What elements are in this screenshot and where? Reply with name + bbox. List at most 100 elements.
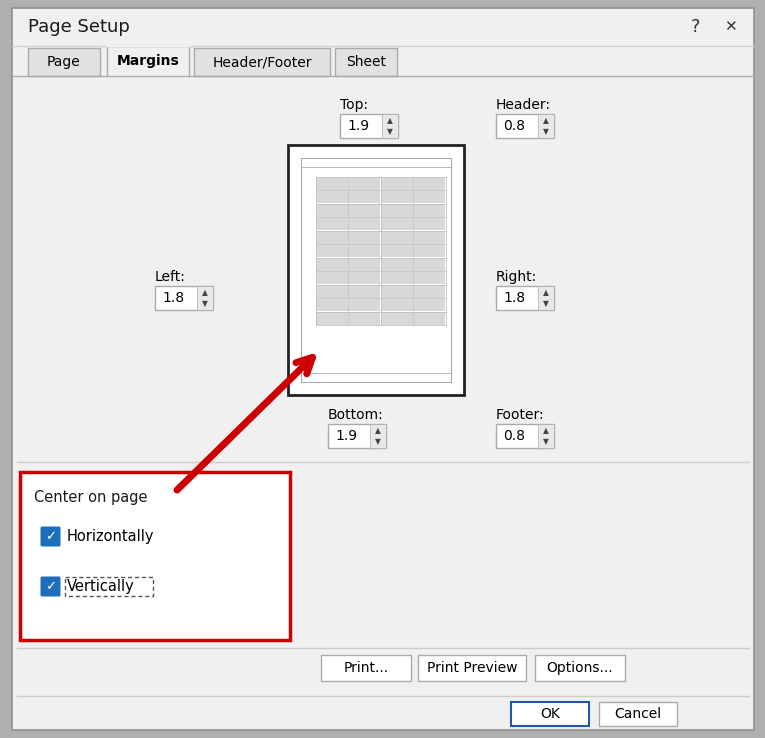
FancyBboxPatch shape	[41, 526, 60, 547]
Text: 0.8: 0.8	[503, 119, 525, 133]
FancyBboxPatch shape	[496, 114, 554, 138]
FancyBboxPatch shape	[382, 258, 413, 271]
FancyBboxPatch shape	[349, 299, 380, 311]
Text: Header/Footer: Header/Footer	[212, 55, 312, 69]
FancyBboxPatch shape	[107, 46, 189, 76]
Text: Print Preview: Print Preview	[427, 661, 517, 675]
FancyBboxPatch shape	[349, 258, 380, 271]
Text: Vertically: Vertically	[67, 579, 135, 594]
FancyBboxPatch shape	[414, 204, 445, 217]
Text: ▲: ▲	[543, 289, 549, 297]
FancyBboxPatch shape	[382, 218, 413, 230]
FancyBboxPatch shape	[538, 424, 554, 448]
FancyBboxPatch shape	[382, 272, 413, 284]
FancyBboxPatch shape	[382, 285, 413, 297]
FancyBboxPatch shape	[317, 258, 348, 271]
FancyBboxPatch shape	[155, 286, 213, 310]
Text: ✓: ✓	[45, 530, 56, 543]
FancyBboxPatch shape	[599, 702, 677, 726]
Text: Margins: Margins	[116, 54, 179, 68]
FancyBboxPatch shape	[317, 245, 348, 258]
FancyBboxPatch shape	[335, 48, 397, 76]
FancyBboxPatch shape	[317, 299, 348, 311]
FancyBboxPatch shape	[414, 312, 445, 325]
Text: ▲: ▲	[543, 116, 549, 125]
FancyBboxPatch shape	[414, 272, 445, 284]
Text: ▲: ▲	[387, 116, 393, 125]
FancyBboxPatch shape	[349, 178, 380, 190]
Text: Page: Page	[47, 55, 81, 69]
Text: OK: OK	[540, 707, 560, 721]
FancyBboxPatch shape	[414, 191, 445, 204]
FancyBboxPatch shape	[382, 245, 413, 258]
FancyBboxPatch shape	[370, 424, 386, 448]
FancyBboxPatch shape	[349, 204, 380, 217]
FancyBboxPatch shape	[414, 285, 445, 297]
FancyBboxPatch shape	[349, 231, 380, 244]
FancyBboxPatch shape	[382, 191, 413, 204]
FancyBboxPatch shape	[382, 299, 413, 311]
FancyBboxPatch shape	[321, 655, 411, 681]
FancyBboxPatch shape	[382, 231, 413, 244]
FancyBboxPatch shape	[317, 285, 348, 297]
Text: ✓: ✓	[45, 580, 56, 593]
FancyBboxPatch shape	[317, 218, 348, 230]
Text: Top:: Top:	[340, 98, 368, 112]
FancyBboxPatch shape	[414, 245, 445, 258]
FancyBboxPatch shape	[414, 231, 445, 244]
FancyBboxPatch shape	[317, 178, 348, 190]
FancyBboxPatch shape	[414, 178, 445, 190]
Text: 1.8: 1.8	[162, 291, 184, 305]
Text: ▼: ▼	[202, 299, 208, 308]
FancyBboxPatch shape	[382, 114, 398, 138]
Text: ▼: ▼	[543, 299, 549, 308]
FancyBboxPatch shape	[28, 48, 100, 76]
Text: Footer:: Footer:	[496, 408, 545, 422]
Text: Header:: Header:	[496, 98, 551, 112]
FancyBboxPatch shape	[340, 114, 398, 138]
Text: Left:: Left:	[155, 270, 186, 284]
FancyBboxPatch shape	[496, 286, 554, 310]
FancyBboxPatch shape	[382, 178, 413, 190]
Text: Options...: Options...	[547, 661, 614, 675]
FancyBboxPatch shape	[418, 655, 526, 681]
Text: ▲: ▲	[202, 289, 208, 297]
FancyBboxPatch shape	[328, 424, 386, 448]
FancyBboxPatch shape	[349, 285, 380, 297]
Text: ▼: ▼	[543, 127, 549, 136]
FancyBboxPatch shape	[349, 312, 380, 325]
FancyBboxPatch shape	[382, 312, 413, 325]
Text: Print...: Print...	[343, 661, 389, 675]
Text: ▼: ▼	[387, 127, 393, 136]
FancyBboxPatch shape	[194, 48, 330, 76]
Text: Right:: Right:	[496, 270, 537, 284]
FancyBboxPatch shape	[496, 424, 554, 448]
Text: 0.8: 0.8	[503, 429, 525, 443]
FancyBboxPatch shape	[317, 272, 348, 284]
Text: Horizontally: Horizontally	[67, 529, 155, 544]
FancyBboxPatch shape	[414, 258, 445, 271]
FancyBboxPatch shape	[538, 114, 554, 138]
FancyBboxPatch shape	[12, 8, 754, 730]
FancyBboxPatch shape	[317, 191, 348, 204]
FancyBboxPatch shape	[288, 145, 464, 395]
Text: Bottom:: Bottom:	[328, 408, 384, 422]
FancyBboxPatch shape	[349, 218, 380, 230]
FancyBboxPatch shape	[317, 231, 348, 244]
FancyBboxPatch shape	[349, 245, 380, 258]
Text: ▲: ▲	[375, 427, 381, 435]
FancyBboxPatch shape	[538, 286, 554, 310]
FancyBboxPatch shape	[382, 204, 413, 217]
Text: ▼: ▼	[375, 437, 381, 446]
FancyBboxPatch shape	[535, 655, 625, 681]
FancyBboxPatch shape	[41, 576, 60, 596]
FancyBboxPatch shape	[414, 299, 445, 311]
FancyBboxPatch shape	[317, 312, 348, 325]
Text: ?: ?	[692, 18, 701, 36]
Text: Center on page: Center on page	[34, 490, 148, 505]
FancyBboxPatch shape	[317, 204, 348, 217]
Text: ✕: ✕	[724, 19, 737, 35]
Text: ▲: ▲	[543, 427, 549, 435]
FancyBboxPatch shape	[414, 218, 445, 230]
FancyBboxPatch shape	[20, 472, 290, 640]
